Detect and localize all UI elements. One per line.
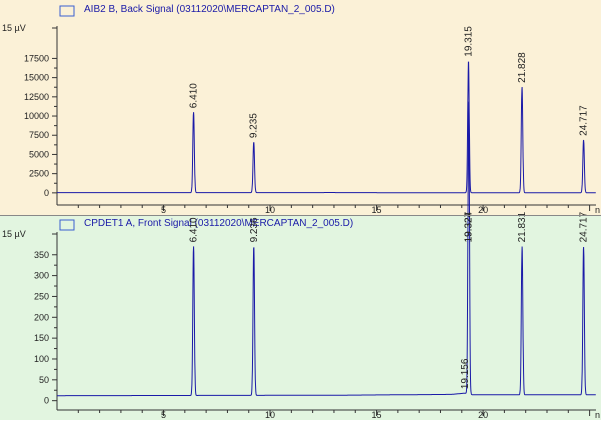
peak-label: 19.315	[463, 26, 474, 57]
peak-label: 19.324	[464, 211, 475, 242]
y-tick-label: 200	[34, 312, 49, 322]
peak-label: 21.828	[517, 52, 528, 83]
peak-label: 9.236	[249, 217, 260, 242]
x-unit-label: n	[595, 410, 600, 420]
peak-label: 21.831	[517, 211, 528, 242]
y-tick-label: 15000	[24, 73, 49, 83]
chart-title: AIB2 B, Back Signal (03112020\MERCAPTAN_…	[84, 4, 335, 15]
legend-swatch	[59, 5, 75, 17]
peak-label: 24.717	[579, 211, 590, 242]
y-tick-label: 250	[34, 291, 49, 301]
signal-trace	[57, 61, 596, 194]
signal-trace	[57, 101, 596, 397]
y-tick-label: 5000	[29, 149, 49, 159]
y-tick-label: 150	[34, 333, 49, 343]
y-tick-label: 0	[44, 188, 49, 198]
x-tick-label: 10	[265, 410, 275, 420]
x-tick-label: 5	[161, 410, 166, 420]
y-tick-label: 100	[34, 354, 49, 364]
y-tick-label: 7500	[29, 130, 49, 140]
y-top-label: 15 µV	[2, 229, 26, 239]
chart-panel-1: AIB2 B, Back Signal (03112020\MERCAPTAN_…	[0, 0, 601, 215]
x-tick-label: 10	[265, 205, 275, 215]
peak-label: 6.410	[189, 83, 200, 108]
peak-label: 19.156	[460, 358, 471, 389]
legend-swatch	[59, 219, 75, 231]
y-tick-label: 12500	[24, 92, 49, 102]
panel-background	[0, 0, 601, 215]
y-tick-label: 17500	[24, 53, 49, 63]
x-tick-label: 15	[372, 205, 382, 215]
y-tick-label: 50	[39, 375, 49, 385]
panel-background	[0, 215, 601, 420]
y-top-label: 15 µV	[2, 23, 26, 33]
y-tick-label: 2500	[29, 169, 49, 179]
peak-label: 24.717	[579, 105, 590, 136]
y-tick-label: 350	[34, 250, 49, 260]
x-tick-label: 15	[372, 410, 382, 420]
peak-label: 6.410	[189, 217, 200, 242]
peak-label: 19.327	[464, 211, 475, 242]
chart-panel-2: CPDET1 A, Front Signal (03112020\MERCAPT…	[0, 101, 601, 420]
y-tick-label: 0	[44, 396, 49, 406]
x-tick-label: 20	[478, 205, 488, 215]
y-tick-label: 10000	[24, 111, 49, 121]
peak-label: 9.235	[249, 113, 260, 138]
y-tick-label: 300	[34, 271, 49, 281]
x-unit-label: n	[595, 205, 600, 215]
x-tick-label: 20	[478, 410, 488, 420]
chart-title: CPDET1 A, Front Signal (03112020\MERCAPT…	[84, 218, 353, 229]
x-tick-label: 5	[161, 205, 166, 215]
